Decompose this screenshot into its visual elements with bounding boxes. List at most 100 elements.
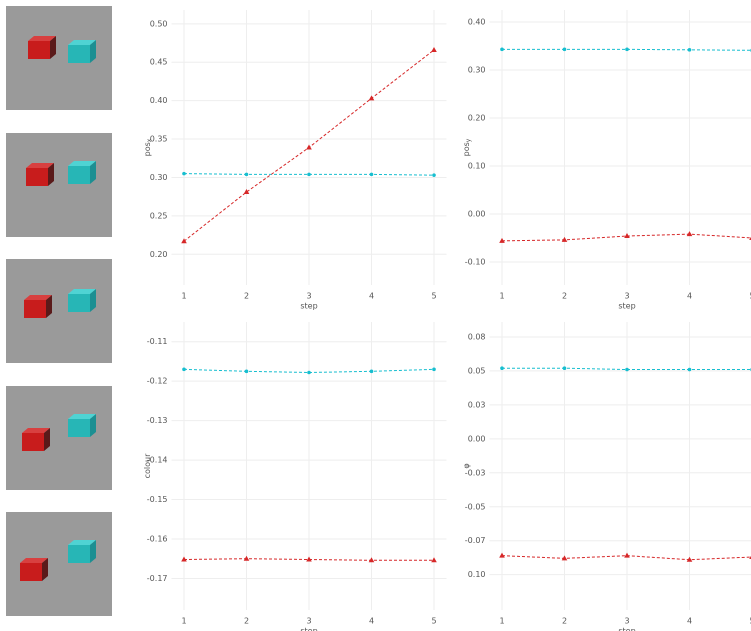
cube-front (68, 294, 90, 312)
data-point (625, 48, 629, 52)
data-point (244, 556, 250, 561)
y-tick-label: -0.16 (147, 534, 168, 543)
scene-bg (6, 259, 112, 363)
x-tick-label: 4 (687, 617, 692, 626)
y-tick-label: -0.13 (147, 416, 168, 425)
data-point (688, 48, 692, 52)
y-tick-label: 0.00 (468, 209, 486, 218)
data-point (432, 173, 436, 177)
y-tick-label: -0.12 (147, 377, 168, 386)
data-point (245, 173, 249, 177)
cube-front (68, 45, 90, 63)
x-tick-label: 1 (499, 617, 504, 626)
x-tick-label: 4 (687, 292, 692, 301)
data-point (182, 368, 186, 372)
y-axis-label-sub: x (146, 138, 153, 142)
scene-image (6, 133, 112, 237)
data-point (370, 173, 374, 177)
data-point (563, 366, 567, 370)
x-tick-label: 2 (562, 617, 567, 626)
data-point (563, 48, 567, 52)
x-axis-label: step (618, 627, 635, 631)
data-point (688, 368, 692, 372)
data-point (181, 238, 187, 243)
scene-bg (6, 386, 112, 490)
x-tick-label: 5 (431, 292, 436, 301)
y-tick-label: 0.30 (150, 173, 168, 182)
data-point (500, 48, 504, 52)
y-tick-label: 0.40 (468, 17, 486, 26)
figure: 0.200.250.300.350.400.450.5012345steppos… (0, 0, 751, 631)
scene-bg (6, 6, 112, 110)
cube-front (24, 300, 46, 318)
y-tick-label: 0.10 (468, 161, 486, 170)
y-axis-label: posy (462, 138, 472, 156)
y-tick-label: 0.03 (468, 400, 486, 409)
y-axis-label: φ (462, 463, 471, 468)
data-point (499, 553, 505, 558)
data-point (307, 371, 311, 375)
x-tick-label: 1 (181, 292, 186, 301)
y-tick-label: 0.08 (468, 332, 486, 341)
data-point (306, 145, 312, 150)
cube-front (68, 166, 90, 184)
data-point (562, 237, 568, 242)
y-tick-label: -0.07 (465, 536, 486, 545)
cube-front (68, 545, 90, 563)
x-tick-label: 5 (431, 617, 436, 626)
cube-front (22, 433, 44, 451)
x-tick-label: 3 (624, 617, 629, 626)
x-axis-label: step (300, 627, 317, 631)
data-point (625, 368, 629, 372)
y-tick-label: 0.25 (150, 211, 168, 220)
y-tick-label: -0.17 (147, 574, 168, 583)
y-axis-label: colour (143, 453, 152, 478)
data-point (624, 553, 630, 558)
cube-front (68, 419, 90, 437)
y-tick-label: 0.20 (150, 250, 168, 259)
data-point (500, 366, 504, 370)
y-tick-label: 0.45 (150, 58, 168, 67)
data-point (182, 172, 186, 176)
data-point (306, 557, 312, 562)
x-tick-label: 2 (244, 292, 249, 301)
y-tick-label: -0.03 (465, 468, 486, 477)
cube-front (20, 563, 42, 581)
x-tick-label: 2 (244, 617, 249, 626)
y-tick-label: 0.50 (150, 19, 168, 28)
x-tick-label: 1 (181, 617, 186, 626)
y-tick-label: -0.15 (147, 495, 168, 504)
data-point (687, 231, 693, 236)
x-tick-label: 1 (499, 292, 504, 301)
chart: 0.10-0.07-0.05-0.030.000.030.050.0812345… (462, 322, 751, 631)
x-tick-label: 3 (306, 617, 311, 626)
y-tick-label: 0.00 (468, 434, 486, 443)
y-axis-label-main: φ (462, 463, 471, 468)
data-point (245, 370, 249, 374)
scene-image (6, 259, 112, 363)
y-tick-label: 0.05 (468, 366, 486, 375)
scene-image (6, 512, 112, 616)
y-tick-label: 0.10 (468, 570, 486, 579)
y-tick-label: 0.20 (468, 113, 486, 122)
chart: 0.200.250.300.350.400.450.5012345steppos… (143, 10, 447, 311)
y-tick-label: -0.11 (147, 337, 168, 346)
y-tick-label: -0.05 (465, 502, 486, 511)
data-point (431, 47, 437, 52)
x-tick-label: 4 (369, 617, 374, 626)
y-axis-label-main: pos (143, 142, 152, 156)
cube-front (28, 41, 50, 59)
data-point (431, 557, 437, 562)
data-point (244, 189, 250, 194)
data-point (370, 370, 374, 374)
y-tick-label: -0.10 (465, 257, 486, 266)
y-axis-label-main: colour (143, 453, 152, 478)
data-point (432, 368, 436, 372)
x-tick-label: 3 (306, 292, 311, 301)
x-tick-label: 4 (369, 292, 374, 301)
y-tick-label: 0.40 (150, 96, 168, 105)
y-axis-label-main: pos (462, 142, 471, 156)
x-axis-label: step (618, 302, 635, 311)
data-point (369, 95, 375, 100)
